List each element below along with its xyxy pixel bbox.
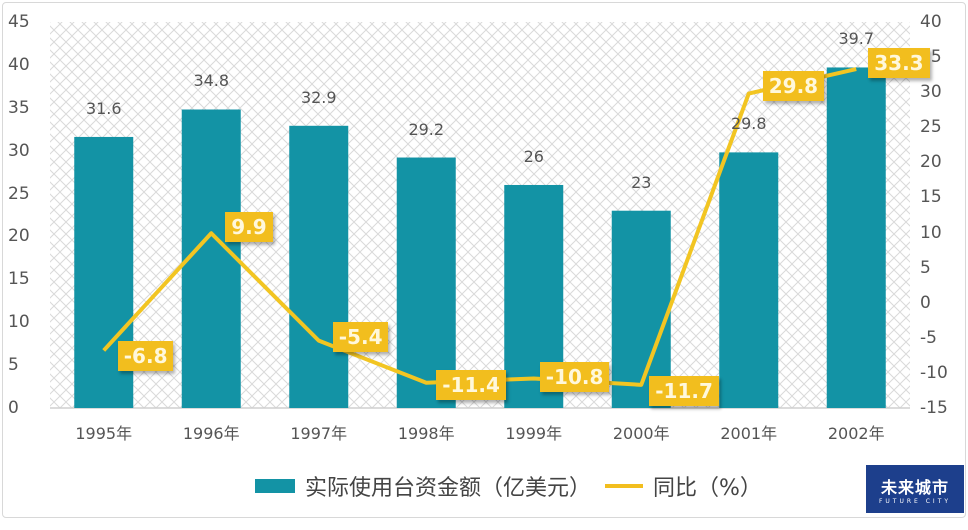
bar <box>181 109 241 408</box>
right-y-tick: 40 <box>920 12 942 32</box>
legend-line-label: 同比（%） <box>653 476 762 501</box>
right-y-tick: -10 <box>920 362 948 383</box>
bar <box>396 157 456 408</box>
left-y-tick: 45 <box>8 12 30 32</box>
right-y-tick: 15 <box>920 187 942 208</box>
legend: 实际使用台资金额（亿美元） 同比（%） <box>255 470 762 502</box>
x-tick: 2000年 <box>612 424 670 443</box>
right-y-tick: -15 <box>920 398 948 418</box>
left-y-tick: 30 <box>8 140 30 161</box>
bar-value-label: 29.8 <box>730 114 767 134</box>
brand-logo: 未来城市 FUTURE CITY <box>866 465 964 513</box>
bar-value-label: 32.9 <box>300 87 337 107</box>
right-y-tick: -5 <box>920 327 937 348</box>
bar-value-label: 26 <box>523 146 544 166</box>
legend-bar-swatch <box>255 479 295 493</box>
x-tick: 1998年 <box>397 424 455 443</box>
left-y-tick: 25 <box>8 183 30 204</box>
right-y-tick: 0 <box>920 292 931 313</box>
line-value-label: -11.7 <box>649 375 719 406</box>
right-y-tick: 10 <box>920 222 942 243</box>
right-y-tick: 5 <box>920 257 931 278</box>
bar-value-label: 34.8 <box>193 71 230 91</box>
legend-bar-label: 实际使用台资金额（亿美元） <box>305 476 592 501</box>
left-y-tick: 20 <box>8 226 30 247</box>
bar <box>719 152 779 408</box>
bar-value-label: 29.2 <box>408 119 445 139</box>
line-value-label: -10.8 <box>539 361 610 392</box>
line-value-label: -6.8 <box>117 341 174 372</box>
line-value-label: -11.4 <box>436 369 506 400</box>
x-tick: 1999年 <box>505 424 563 443</box>
x-tick: 1997年 <box>290 424 348 443</box>
right-y-tick: 20 <box>920 152 942 173</box>
left-y-tick: 0 <box>8 398 19 418</box>
line-value-label: 33.3 <box>868 48 930 79</box>
bar <box>826 67 886 408</box>
bar <box>611 210 671 408</box>
x-tick: 1995年 <box>75 424 133 443</box>
bar-value-label: 23 <box>631 172 652 192</box>
bar-value-label: 39.7 <box>838 29 875 49</box>
line-value-label: 29.8 <box>762 70 825 101</box>
logo-title: 未来城市 <box>880 477 949 497</box>
x-tick: 2001年 <box>720 424 778 443</box>
right-y-tick: 25 <box>920 117 942 138</box>
left-y-tick: 40 <box>8 54 30 75</box>
left-y-tick: 5 <box>8 355 19 376</box>
line-value-label: -5.4 <box>332 321 389 352</box>
x-tick: 1996年 <box>182 424 240 443</box>
bar-value-label: 31.6 <box>85 98 122 118</box>
x-tick: 2002年 <box>827 424 885 443</box>
logo-subtitle: FUTURE CITY <box>878 497 952 505</box>
left-y-tick: 15 <box>8 269 30 290</box>
right-y-tick: 30 <box>920 82 942 103</box>
left-y-tick: 35 <box>8 97 30 118</box>
legend-line-swatch <box>605 484 644 488</box>
bar <box>289 125 349 409</box>
line-value-label: 9.9 <box>225 212 273 243</box>
left-y-tick: 10 <box>8 312 30 333</box>
